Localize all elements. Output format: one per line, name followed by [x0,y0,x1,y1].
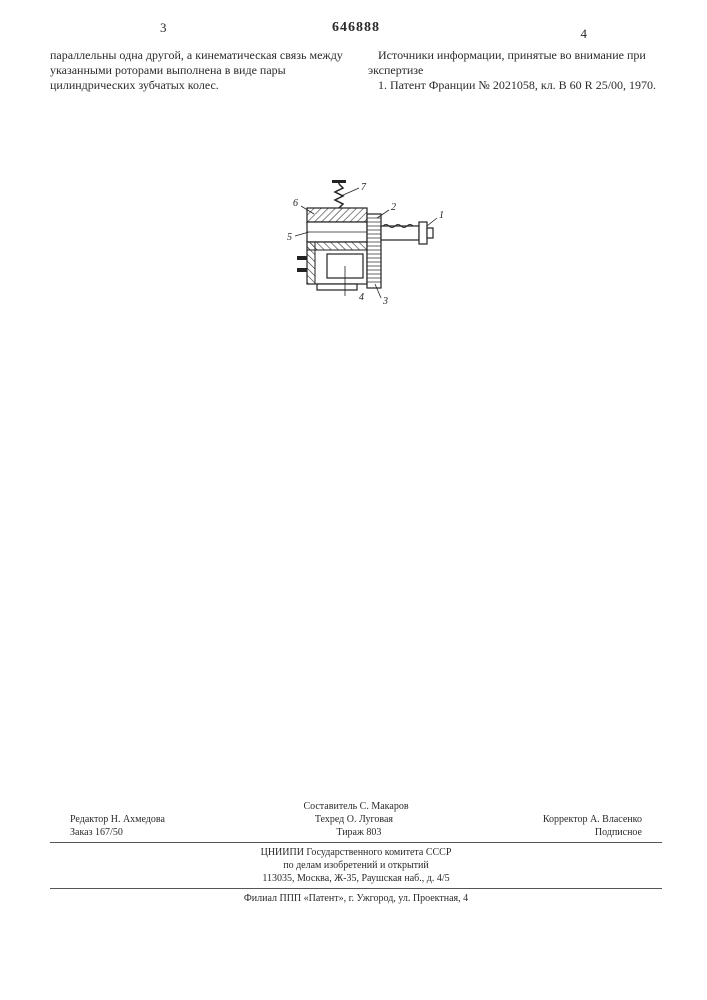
podpisnoe: Подписное [595,826,642,839]
left-text: параллельны одна другой, а кинематическа… [50,48,343,92]
mechanism-diagram: 7 6 2 1 5 4 3 [259,178,454,328]
editor: Редактор Н. Ахмедова [70,813,165,826]
label-6: 6 [293,198,298,209]
right-column: Источники информации, принятые во вниман… [368,48,662,93]
label-3: 3 [382,296,388,307]
addr-line1: 113035, Москва, Ж-35, Раушская наб., д. … [50,872,662,885]
label-7: 7 [361,182,367,193]
left-column: параллельны одна другой, а кинематическа… [50,48,344,93]
gear [367,214,381,288]
order-num: Заказ 167/50 [70,826,123,839]
org-line2: по делам изобретений и открытий [50,859,662,872]
tirazh: Тираж 803 [336,826,381,839]
body-columns: параллельны одна другой, а кинематическа… [50,48,662,93]
compiler: Составитель С. Макаров [50,800,662,813]
label-2: 2 [391,202,396,213]
org-line1: ЦНИИПИ Государственного комитета СССР [50,846,662,859]
sources-item: 1. Патент Франции № 2021058, кл. B 60 R … [368,78,662,93]
footer: Составитель С. Макаров Редактор Н. Ахмед… [50,800,662,905]
page-num-right: 4 [581,26,588,42]
label-4: 4 [359,292,364,303]
label-1: 1 [439,210,444,221]
header: 3 646888 4 [50,20,662,44]
label-5: 5 [287,232,292,243]
sources-heading: Источники информации, принятые во вниман… [368,48,662,78]
corrector: Корректор А. Власенко [543,813,642,826]
addr-line2: Филиал ППП «Патент», г. Ужгород, ул. Про… [50,892,662,905]
page-num-left: 3 [160,20,167,36]
diagram: 7 6 2 1 5 4 3 [50,178,662,333]
patent-number: 646888 [332,20,380,36]
tech-editor: Техред О. Луговая [315,813,393,826]
